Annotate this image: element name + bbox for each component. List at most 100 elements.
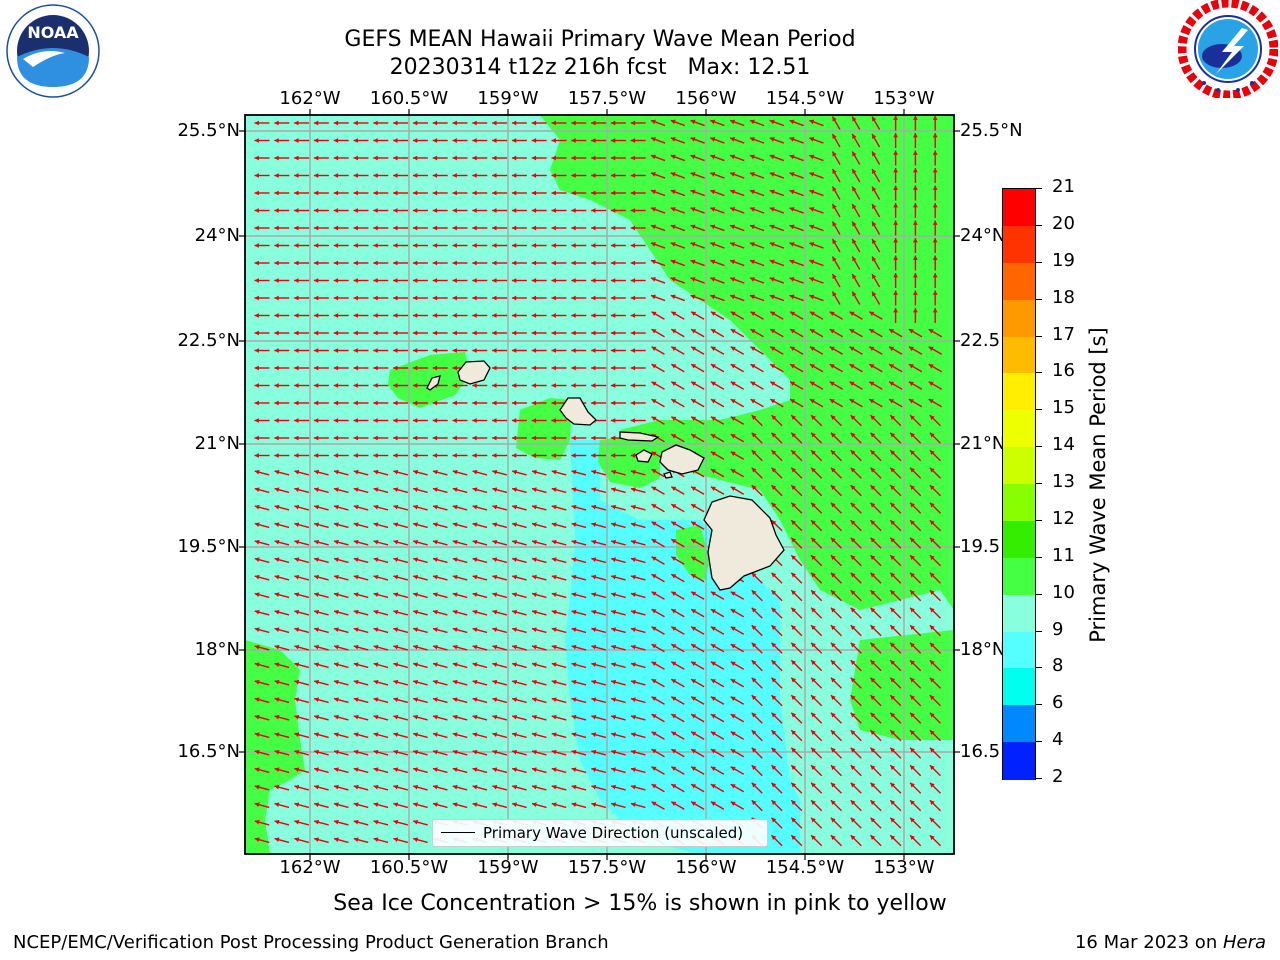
wave-direction-arrow xyxy=(769,119,785,127)
wave-direction-arrow xyxy=(851,168,861,183)
wave-direction-arrow xyxy=(789,311,804,320)
wave-direction-arrow xyxy=(353,225,369,231)
wave-direction-arrow xyxy=(850,554,862,567)
wave-direction-arrow xyxy=(412,208,428,213)
lat-tick-left: 19.5°N xyxy=(177,536,240,557)
colorbar-tick-label: 10 xyxy=(1052,581,1075,603)
wave-direction-arrow xyxy=(889,712,902,724)
wave-direction-arrow xyxy=(810,449,823,462)
wave-direction-arrow xyxy=(412,522,428,529)
wave-direction-arrow xyxy=(294,837,310,844)
wave-direction-arrow xyxy=(393,522,409,529)
wave-direction-arrow xyxy=(670,538,685,548)
footer-date: 16 Mar 2023 on Hera xyxy=(1075,932,1266,953)
wave-direction-arrow xyxy=(751,642,763,654)
wave-direction-arrow xyxy=(809,346,824,355)
wave-direction-arrow xyxy=(909,677,922,689)
wave-direction-arrow xyxy=(373,819,389,826)
wave-direction-arrow xyxy=(790,729,803,742)
wave-direction-arrow xyxy=(492,644,508,651)
wave-direction-arrow xyxy=(591,592,607,599)
wave-direction-arrow xyxy=(551,190,567,196)
wave-direction-arrow xyxy=(333,400,349,406)
wave-direction-arrow xyxy=(393,348,409,353)
wave-direction-arrow xyxy=(929,572,941,584)
wave-direction-arrow xyxy=(373,802,389,809)
wave-direction-arrow xyxy=(313,767,329,774)
wave-direction-arrow xyxy=(551,767,567,774)
wave-direction-arrow xyxy=(274,714,290,721)
wave-direction-arrow xyxy=(333,190,349,196)
wave-direction-arrow xyxy=(551,383,567,388)
wave-direction-arrow xyxy=(630,557,646,564)
wave-direction-arrow xyxy=(810,607,823,619)
wave-direction-arrow xyxy=(274,732,290,739)
wave-direction-arrow xyxy=(591,522,607,529)
wave-direction-arrow xyxy=(610,609,626,616)
wave-direction-arrow xyxy=(452,418,468,423)
wave-direction-arrow xyxy=(571,383,587,388)
colorbar-tick-mark xyxy=(1036,335,1042,337)
colorbar-segment xyxy=(1003,594,1035,632)
wave-direction-arrow xyxy=(710,783,725,793)
wave-direction-arrow xyxy=(432,365,448,371)
wave-direction-arrow xyxy=(313,819,329,826)
wave-direction-arrow xyxy=(870,799,882,812)
wave-direction-arrow xyxy=(452,627,468,634)
wave-direction-arrow xyxy=(610,802,626,809)
wave-direction-arrow xyxy=(294,120,310,126)
wave-direction-arrow xyxy=(630,749,646,756)
wave-direction-arrow xyxy=(630,574,646,581)
wave-direction-arrow xyxy=(551,348,567,353)
lat-tick-left: 18°N xyxy=(194,639,240,660)
wave-direction-arrow xyxy=(929,642,941,654)
wave-direction-arrow xyxy=(790,694,803,707)
wave-direction-arrow xyxy=(452,348,468,353)
wave-direction-arrow xyxy=(254,365,270,371)
wave-direction-arrow xyxy=(373,383,389,388)
wave-direction-arrow xyxy=(412,504,428,511)
wave-direction-arrow xyxy=(432,714,448,721)
wave-direction-arrow xyxy=(274,592,290,599)
wave-direction-arrow xyxy=(452,295,468,301)
wave-direction-arrow xyxy=(749,259,765,267)
wave-direction-arrow xyxy=(630,260,646,266)
wave-direction-arrow xyxy=(373,697,389,704)
wave-direction-arrow xyxy=(710,731,725,740)
wave-direction-arrow xyxy=(294,679,310,686)
wave-direction-arrow xyxy=(889,554,902,567)
lat-tick-left: 16.5°N xyxy=(177,741,240,762)
wave-direction-arrow xyxy=(729,259,745,267)
wave-direction-arrow xyxy=(432,522,448,529)
wave-direction-arrow xyxy=(551,749,567,756)
wave-direction-arrow xyxy=(551,418,567,423)
wave-direction-arrow xyxy=(551,802,567,809)
wave-direction-arrow xyxy=(851,133,861,148)
wave-direction-arrow xyxy=(353,644,369,651)
colorbar-segment xyxy=(1003,410,1035,448)
wave-direction-arrow xyxy=(630,539,646,546)
hawaii-island xyxy=(703,495,785,591)
wave-direction-arrow xyxy=(690,242,705,249)
wave-direction-arrow xyxy=(789,119,804,127)
wave-direction-arrow xyxy=(432,627,448,634)
wave-direction-arrow xyxy=(432,243,448,248)
wave-direction-arrow xyxy=(294,522,310,529)
wave-direction-arrow xyxy=(749,277,765,284)
wave-direction-arrow xyxy=(870,484,882,497)
wave-direction-arrow xyxy=(928,381,943,390)
wave-direction-arrow xyxy=(511,278,527,283)
wave-direction-arrow xyxy=(810,414,823,427)
wave-direction-arrow xyxy=(353,504,369,511)
wave-direction-arrow xyxy=(810,467,823,479)
wave-direction-arrow xyxy=(294,278,310,283)
wave-direction-arrow xyxy=(373,400,389,406)
wave-direction-arrow xyxy=(650,277,666,284)
wave-direction-arrow xyxy=(751,572,763,584)
wave-direction-arrow xyxy=(810,432,823,444)
wave-direction-arrow xyxy=(769,311,784,320)
wave-direction-arrow xyxy=(313,208,329,213)
wave-direction-arrow xyxy=(531,173,547,178)
wave-direction-arrow xyxy=(889,484,902,497)
wave-direction-arrow xyxy=(730,381,745,390)
